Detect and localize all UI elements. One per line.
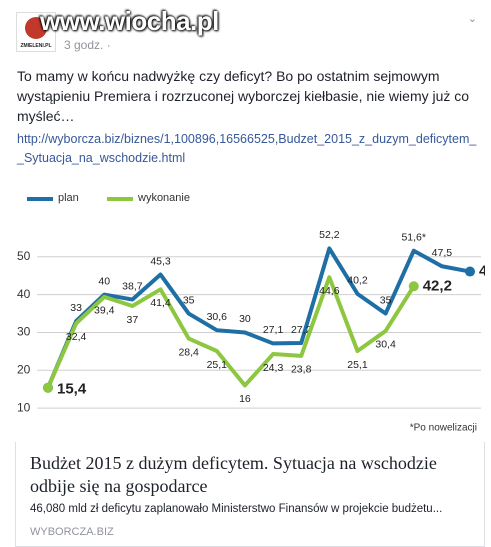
menu-chevron[interactable]: ⌄ [467, 13, 477, 25]
legend-label: plan [58, 192, 79, 204]
post-time[interactable]: 3 godz. · [64, 38, 111, 52]
preview-source: WYBORCZA.BIZ [30, 526, 114, 538]
data-label: 47,5 [432, 247, 453, 259]
annotation: *Po nowelizacji [410, 423, 477, 434]
data-label: 33 [70, 302, 82, 314]
data-label: 15,4 [57, 381, 87, 398]
data-label: 27,2 [291, 324, 312, 336]
data-label: 24,3 [263, 362, 284, 374]
avatar[interactable]: ZMIELENI.PL [16, 12, 56, 52]
data-label: 30,4 [375, 339, 396, 351]
data-label: 32,4 [66, 331, 87, 343]
data-label: 38,7 [122, 280, 143, 292]
data-label: 35 [183, 294, 195, 306]
data-label: 35 [380, 294, 392, 306]
series-line [46, 246, 471, 389]
link-preview[interactable]: Budżet 2015 z dużym deficytem. Sytuacja … [15, 442, 485, 547]
chart[interactable]: 10 20 30 40 50 plan wykonanie 15,4 33 40 38,7 45,3 3… [15, 192, 485, 442]
data-label: 16 [239, 393, 251, 405]
avatar-logo [25, 17, 47, 39]
data-label: 41,4 [150, 297, 171, 309]
endpoint-marker [408, 281, 419, 292]
data-label: 51,6* [401, 231, 426, 243]
data-label: 25,1 [347, 359, 368, 371]
data-label: 40,2 [347, 275, 368, 287]
data-label: 23,8 [291, 364, 312, 376]
data-label: 52,2 [319, 229, 340, 241]
series-line [46, 275, 416, 389]
data-label: 46,1 [479, 262, 485, 279]
chart-background [15, 192, 485, 442]
y-tick-label: 40 [17, 287, 31, 301]
y-tick-label: 30 [17, 325, 31, 339]
data-label: 40 [98, 275, 110, 287]
preview-title: Budżet 2015 z dużym deficytem. Sytuacja … [30, 453, 437, 496]
data-label: 45,3 [150, 255, 171, 267]
data-label: 28,4 [178, 346, 199, 358]
data-label: 25,1 [207, 359, 228, 371]
post-link[interactable]: http://wyborcza.biz/biznes/1,100896,1656… [17, 132, 477, 165]
data-label: 30,6 [207, 311, 228, 323]
data-label: 30 [239, 313, 251, 325]
y-tick-label: 10 [17, 400, 31, 414]
endpoint-marker [465, 266, 475, 277]
post-text: To mamy w końcu nadwyżkę czy deficyt? Bo… [17, 68, 470, 124]
data-label: 27,1 [263, 324, 284, 336]
avatar-label: ZMIELENI.PL [20, 43, 52, 49]
legend-label: wykonanie [137, 192, 190, 204]
data-label: 44,6 [319, 285, 340, 297]
data-label: 39,4 [94, 305, 115, 317]
watermark: www.wiocha.pl [40, 6, 219, 36]
y-tick-label: 50 [17, 249, 31, 263]
y-tick-label: 20 [17, 362, 31, 376]
data-label: 37 [127, 314, 139, 326]
data-label: 42,2 [423, 277, 452, 294]
endpoint-marker [43, 382, 53, 393]
preview-description: 46,080 mld zł deficytu zaplanowało Minis… [30, 503, 443, 515]
